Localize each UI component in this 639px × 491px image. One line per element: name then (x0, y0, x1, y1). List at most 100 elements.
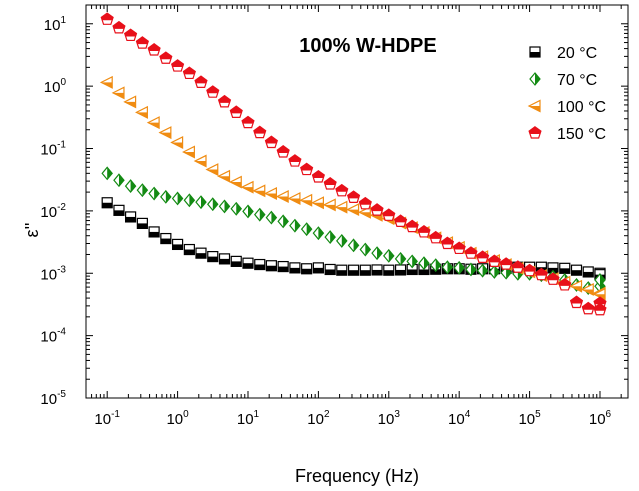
x-tick-label-base: 10 (448, 411, 465, 428)
series-3 (100, 12, 607, 316)
data-point (182, 66, 196, 80)
data-point (112, 20, 126, 34)
data-point (136, 183, 149, 198)
data-point (417, 224, 431, 238)
data-point (242, 204, 254, 219)
data-point (441, 260, 454, 275)
data-point (254, 258, 266, 271)
x-axis-title: Frequency (Hz) (295, 466, 419, 486)
data-point (406, 254, 418, 269)
data-point (217, 94, 232, 108)
legend-item: 150 °C (528, 126, 606, 143)
y-tick-label-exponent: -1 (57, 140, 66, 151)
data-point (171, 191, 184, 206)
data-point (347, 264, 360, 276)
x-tick-label: 100 (166, 409, 189, 428)
data-point (217, 169, 231, 183)
y-tick-label-exponent: 1 (60, 15, 66, 26)
legend-label: 20 °C (557, 45, 597, 62)
data-point (193, 154, 207, 168)
data-point (265, 260, 277, 272)
y-tick-label: 10-4 (40, 327, 66, 346)
data-point (581, 301, 595, 315)
y-tick-label: 10-3 (40, 264, 66, 283)
y-tick-label-base: 10 (40, 142, 57, 159)
x-tick-label-base: 10 (166, 411, 183, 428)
data-point (135, 105, 148, 119)
data-point (148, 226, 160, 238)
data-point (287, 192, 301, 205)
x-tick-label: 103 (378, 409, 401, 428)
data-point (276, 145, 290, 158)
data-point (146, 116, 160, 130)
y-tick-label-exponent: -3 (57, 264, 66, 275)
data-point (346, 190, 361, 203)
data-point (264, 135, 278, 149)
data-point (464, 246, 478, 259)
x-tick-label: 102 (307, 409, 330, 428)
data-point (183, 243, 195, 256)
y-axis-title: ε'' (22, 223, 42, 238)
x-tick-label: 105 (518, 409, 541, 428)
data-point (113, 204, 125, 216)
data-point (170, 136, 184, 149)
chart-title: 100% W-HDPE (299, 35, 436, 57)
data-point (182, 145, 195, 159)
y-tick-label-base: 10 (44, 79, 61, 96)
legend-label: 100 °C (557, 99, 606, 116)
data-point (394, 251, 407, 266)
data-point (242, 257, 254, 269)
x-tick-label: 101 (237, 409, 260, 428)
data-point (265, 210, 278, 225)
data-point (123, 95, 137, 109)
legend: 20 °C 70 °C 100 °C 150 °C (527, 45, 606, 143)
data-point (206, 85, 220, 98)
data-point (206, 197, 219, 212)
x-tick-label-base: 10 (307, 411, 324, 428)
data-point (229, 105, 243, 118)
data-point (135, 36, 149, 49)
data-point (288, 154, 302, 167)
x-tick-label: 104 (448, 409, 471, 428)
data-point (383, 248, 395, 263)
data-point (569, 295, 584, 309)
data-point (230, 201, 243, 216)
y-tick-label-base: 10 (40, 204, 57, 221)
data-point (323, 177, 337, 190)
legend-label: 70 °C (557, 72, 597, 89)
data-point (405, 219, 419, 233)
x-tick-label-exponent: 2 (324, 409, 330, 420)
data-point (476, 263, 489, 278)
data-point (465, 262, 477, 277)
x-tick-label: 106 (589, 409, 612, 428)
data-point (357, 205, 371, 219)
y-tick-label: 10-1 (40, 140, 66, 159)
data-point (195, 195, 207, 210)
data-point (359, 242, 372, 257)
y-tick-label-base: 10 (40, 266, 57, 283)
legend-item: 70 °C (529, 72, 597, 89)
data-point (394, 264, 407, 276)
y-tick-label-base: 10 (44, 17, 61, 34)
data-point (487, 254, 501, 268)
x-tick-label-base: 10 (94, 411, 111, 428)
data-point (124, 179, 137, 194)
legend-marker (529, 72, 541, 86)
data-point (207, 250, 219, 263)
data-point (569, 279, 583, 293)
data-point (218, 253, 231, 265)
data-point (183, 193, 196, 208)
data-point (218, 199, 231, 214)
plot-frame (85, 4, 629, 399)
data-point (429, 230, 443, 244)
data-point (275, 190, 289, 203)
data-point (370, 203, 384, 216)
data-point (99, 75, 113, 89)
x-tick-label-exponent: 0 (183, 409, 189, 420)
data-point (347, 238, 360, 253)
data-point (289, 262, 301, 274)
data-point (299, 193, 313, 207)
data-markers (99, 12, 607, 316)
data-point (580, 282, 594, 296)
